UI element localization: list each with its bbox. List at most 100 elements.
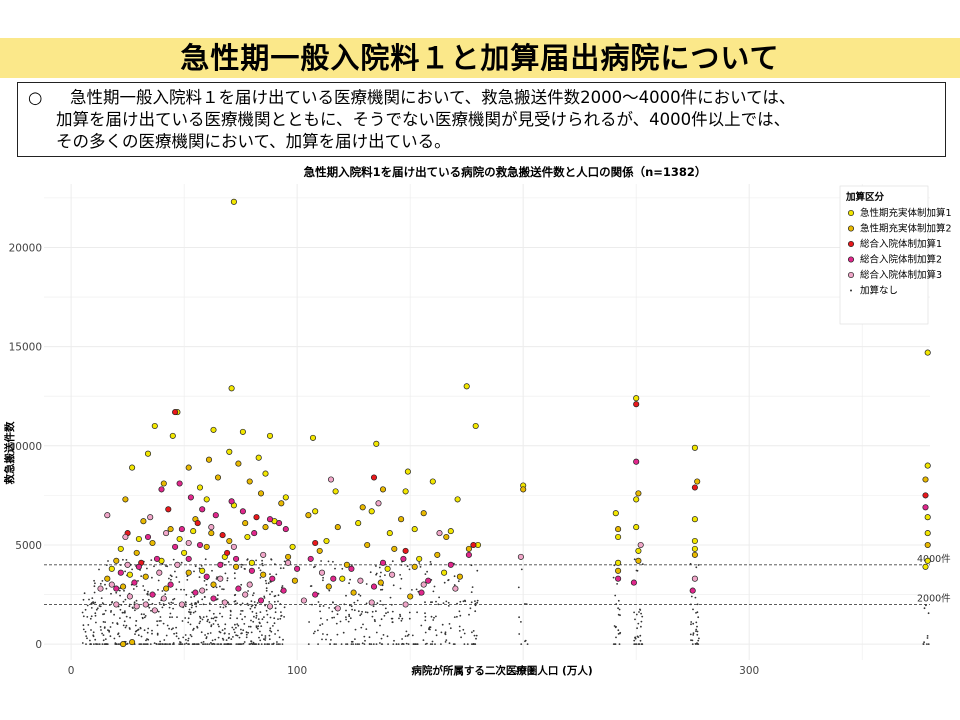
point-none	[366, 611, 369, 614]
point-none	[222, 588, 225, 591]
point-none	[95, 643, 98, 645]
point-none	[363, 643, 366, 645]
point-none	[273, 595, 276, 598]
point-none	[361, 610, 363, 613]
point-none	[617, 599, 620, 602]
point-none	[401, 638, 403, 640]
point-none	[214, 638, 217, 641]
point-none	[119, 608, 122, 611]
point-none	[101, 602, 104, 604]
point-none	[246, 558, 249, 561]
point-none	[926, 635, 929, 637]
point-none	[101, 643, 104, 645]
point-none	[476, 601, 479, 604]
point-none	[474, 604, 477, 607]
point-none	[698, 637, 700, 640]
point-none	[108, 604, 111, 606]
point-none	[353, 609, 356, 612]
point-sogo1	[691, 484, 698, 491]
point-none	[212, 617, 215, 620]
point-none	[143, 589, 146, 592]
point-none	[184, 605, 187, 608]
point-none	[408, 617, 411, 620]
point-none	[256, 627, 259, 630]
point-none	[217, 636, 220, 639]
point-none	[265, 587, 268, 590]
point-none	[236, 634, 239, 637]
point-none	[463, 632, 466, 635]
point-none	[255, 612, 258, 615]
point-none	[172, 627, 174, 630]
point-sogo2	[633, 458, 640, 465]
point-none	[224, 605, 227, 608]
point-kyusei1	[126, 571, 133, 578]
point-none	[270, 630, 273, 633]
point-none	[250, 619, 252, 622]
point-none	[407, 633, 410, 636]
point-sogo2	[257, 597, 265, 604]
point-sogo2	[217, 561, 224, 568]
point-kyusei1	[615, 559, 622, 566]
point-none	[345, 594, 347, 597]
point-none	[265, 589, 268, 592]
point-kyusei1	[323, 537, 330, 545]
point-none	[277, 600, 279, 603]
point-kyusei2	[233, 563, 240, 570]
point-none	[249, 625, 252, 628]
legend-swatch	[847, 240, 855, 248]
point-none	[249, 607, 252, 610]
point-none	[254, 643, 257, 645]
point-none	[214, 619, 217, 622]
bullet-circle-icon: ○	[28, 88, 43, 107]
point-none	[102, 621, 105, 623]
point-none	[333, 616, 335, 619]
point-none	[524, 603, 526, 605]
point-none	[272, 625, 274, 627]
point-none	[185, 642, 188, 645]
point-none	[262, 564, 264, 567]
point-none	[196, 626, 199, 629]
point-none	[246, 602, 249, 605]
point-sogo2	[153, 555, 161, 562]
point-none	[203, 580, 206, 582]
point-none	[317, 643, 319, 645]
point-none	[440, 643, 442, 645]
point-none	[131, 568, 134, 571]
point-none	[146, 631, 149, 634]
point-none	[186, 575, 189, 577]
point-none	[390, 603, 393, 606]
point-none	[695, 566, 698, 569]
point-none	[91, 597, 94, 599]
point-kyusei2	[316, 547, 323, 554]
point-none	[90, 607, 93, 609]
point-none	[261, 559, 263, 562]
point-none	[140, 575, 143, 577]
point-none	[321, 638, 323, 641]
point-none	[151, 629, 153, 632]
point-none	[178, 581, 181, 583]
point-none	[100, 597, 103, 599]
point-sogo3	[334, 605, 341, 612]
point-none	[142, 585, 145, 587]
point-none	[99, 582, 102, 585]
point-none	[171, 616, 174, 618]
point-kyusei2	[262, 524, 269, 531]
point-sogo3	[517, 553, 524, 560]
point-sogo3	[246, 581, 253, 588]
point-kyusei2	[443, 533, 450, 541]
point-sogo2	[447, 561, 454, 568]
point-none	[237, 624, 240, 627]
point-none	[122, 558, 124, 561]
chart-title: 急性期入院料1を届け出ている病院の救急搬送件数と人口の関係（n=1382）	[304, 165, 707, 179]
point-none	[247, 631, 250, 634]
point-none	[191, 643, 194, 645]
point-none	[351, 564, 353, 566]
point-none	[97, 643, 99, 645]
point-none	[197, 601, 200, 604]
point-kyusei2	[257, 490, 265, 497]
point-none	[458, 630, 461, 632]
point-none	[448, 623, 451, 625]
point-none	[173, 597, 176, 600]
point-none	[172, 558, 175, 561]
point-none	[169, 612, 172, 615]
